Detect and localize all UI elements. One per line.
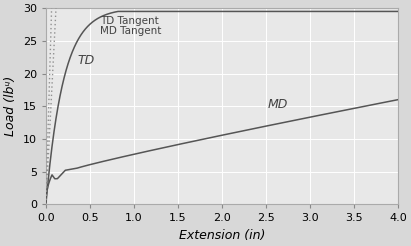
Y-axis label: Load (lbᶣ): Load (lbᶣ) [4,76,17,136]
Text: TD Tangent: TD Tangent [100,16,159,26]
Text: TD: TD [78,54,95,67]
Text: MD Tangent: MD Tangent [100,27,162,36]
Text: MD: MD [268,97,288,110]
X-axis label: Extension (in): Extension (in) [179,229,265,242]
